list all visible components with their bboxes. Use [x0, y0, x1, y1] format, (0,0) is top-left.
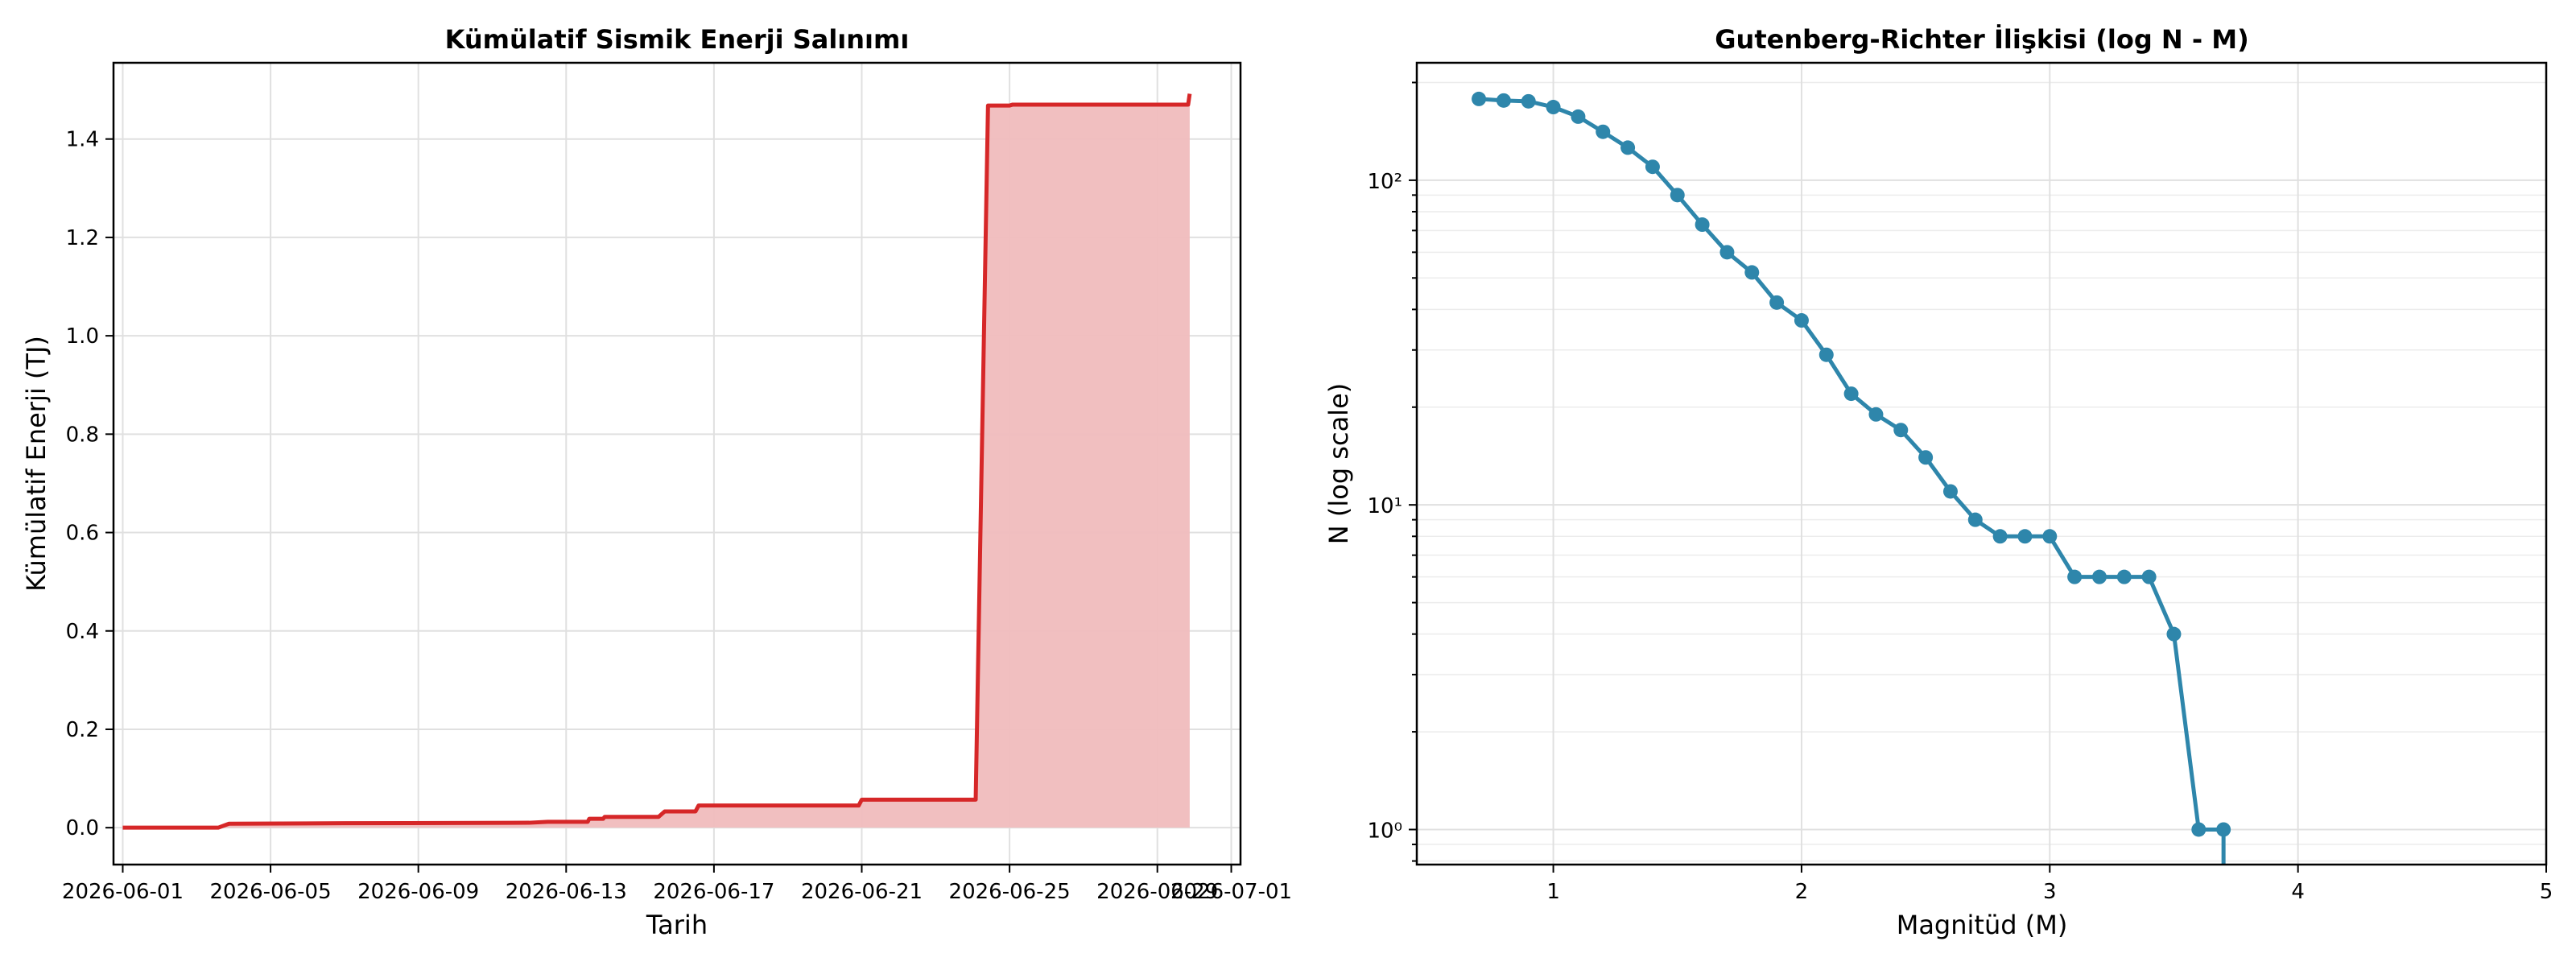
gr-plot-frame	[1415, 61, 2548, 866]
energy-y-tick-label: 1.0	[66, 324, 99, 349]
energy-ticks: 2026-06-01 2026-06-05 2026-06-09 2026-06-13…	[62, 128, 1292, 904]
energy-x-tick-label: 2026-06-05	[210, 880, 332, 904]
gr-chart-title: Gutenberg-Richter İlişkisi (log N - M)	[1715, 24, 2248, 55]
energy-y-tick-label: 1.2	[66, 226, 99, 250]
gr-data-point	[1942, 484, 1958, 499]
energy-series-line	[122, 93, 1192, 830]
gr-grid	[1417, 63, 2547, 865]
gr-data-point	[2216, 822, 2231, 837]
gr-x-tick-label: 1	[1546, 880, 1560, 904]
gr-data-point	[1571, 109, 1586, 124]
gr-ticks: 1 2 3 4 5 10⁰ 10¹ 10²	[1367, 81, 2553, 904]
gr-data-point	[1620, 140, 1636, 155]
gr-data-point	[2067, 569, 2083, 584]
energy-chart: Kümülatif Sismik Enerji Salınımı 2026-06…	[21, 24, 1292, 940]
gr-data-point	[1843, 386, 1859, 402]
energy-y-tick-label: 0.8	[66, 423, 99, 447]
energy-y-tick-label: 1.4	[66, 128, 99, 152]
gr-x-tick-label: 5	[2540, 880, 2553, 904]
energy-y-axis-label: Kümülatif Enerji (TJ)	[21, 336, 52, 592]
gr-x-tick-label: 2	[1795, 880, 1809, 904]
energy-y-tick-label: 0.4	[66, 620, 99, 644]
gr-y-tick-label: 10²	[1367, 170, 1402, 194]
energy-x-axis-label: Tarih	[646, 910, 708, 940]
gr-data-point	[1818, 347, 1834, 362]
energy-y-tick-label: 0.6	[66, 522, 99, 546]
gutenberg-richter-chart: Gutenberg-Richter İlişkisi (log N - M) 1…	[1323, 24, 2553, 940]
gr-x-tick-label: 3	[2043, 880, 2057, 904]
gr-data-point	[1596, 124, 1611, 139]
energy-chart-title: Kümülatif Sismik Enerji Salınımı	[445, 24, 910, 55]
gr-data-point	[1645, 159, 1660, 175]
energy-y-tick-label: 0.0	[66, 816, 99, 840]
gr-data-point	[1744, 265, 1760, 280]
gr-data-point	[2042, 529, 2058, 544]
gr-data-point	[2017, 529, 2033, 544]
gr-data-point	[1893, 423, 1909, 438]
gr-data-point	[1769, 295, 1785, 310]
gr-data-point	[1719, 245, 1735, 260]
gr-data-point	[1472, 91, 1487, 106]
energy-x-tick-label: 2026-07-01	[1170, 880, 1292, 904]
energy-x-tick-label: 2026-06-01	[62, 880, 184, 904]
gr-data-point	[1868, 407, 1884, 422]
gr-series-line	[1478, 97, 2226, 865]
energy-area-fill	[122, 93, 1190, 828]
gr-data-point	[1496, 93, 1511, 108]
gr-data-point	[1992, 529, 2008, 544]
energy-x-tick-label: 2026-06-09	[357, 880, 479, 904]
gr-y-tick-label: 10¹	[1367, 494, 1402, 518]
gr-data-point	[1695, 217, 1710, 233]
energy-y-tick-label: 0.2	[66, 718, 99, 742]
gr-data-point	[1918, 450, 1934, 465]
energy-x-tick-label: 2026-06-29	[1096, 880, 1218, 904]
gr-data-point	[2116, 569, 2132, 584]
gr-data	[1472, 91, 2231, 865]
gr-data-point	[1670, 188, 1685, 203]
gr-data-point	[2091, 569, 2107, 584]
energy-plot-frame	[112, 61, 1242, 866]
gr-x-axis-label: Magnitüd (M)	[1897, 910, 2068, 940]
energy-x-tick-label: 2026-06-17	[653, 880, 774, 904]
energy-x-tick-label: 2026-06-21	[801, 880, 923, 904]
gr-x-tick-label: 4	[2291, 880, 2305, 904]
gr-data-point	[1546, 100, 1561, 115]
gr-y-tick-label: 10⁰	[1367, 819, 1402, 843]
gr-y-axis-label: N (log scale)	[1323, 383, 1354, 544]
energy-x-tick-label: 2026-06-13	[506, 880, 627, 904]
gr-data-point	[2191, 822, 2207, 837]
gr-data-point	[2141, 569, 2157, 584]
energy-data	[122, 93, 1192, 830]
gr-data-point	[1967, 512, 1983, 527]
energy-x-tick-label: 2026-06-25	[949, 880, 1071, 904]
gr-data-point	[1521, 93, 1536, 109]
gr-data-point	[2166, 626, 2182, 642]
gr-data-point	[1794, 313, 1809, 328]
